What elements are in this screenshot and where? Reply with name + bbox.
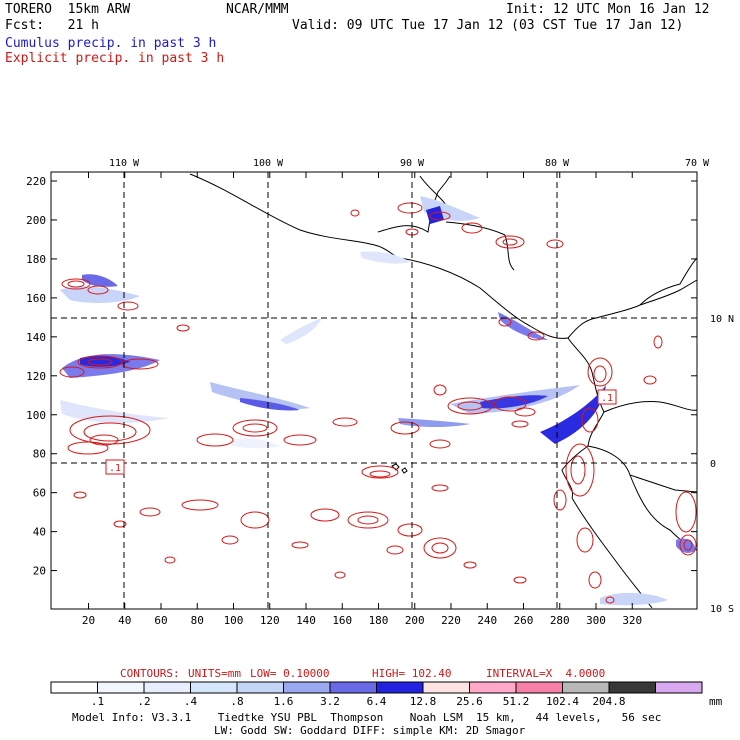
colorbar-swatch [655,681,703,694]
cumulus-precip-label: Cumulus precip. in past 3 h [5,36,217,51]
ecuador-coast [561,445,589,499]
y-tick-label: 120 [26,370,46,383]
contours-interval: INTERVAL=X 4.0000 [486,667,606,680]
colorbar-swatch [97,681,145,694]
x-tick-label: 300 [586,614,606,627]
valid-time: Valid: 09 UTC Tue 17 Jan 12 (03 CST Tue … [292,18,684,33]
colorbar-swatch [608,681,656,694]
colorbar-label: 25.6 [456,695,483,708]
x-tick-label: 160 [332,614,352,627]
colorbar-swatch [562,681,610,694]
model-info-line1: Model Info: V3.3.1 Tiedtke YSU PBL Thomp… [72,711,662,724]
colorbar-swatch [143,681,191,694]
y-tick-label: 20 [33,565,46,578]
latitude-label: 0 [710,459,716,470]
x-tick-label: 120 [260,614,280,627]
colorbar-label: .2 [137,695,150,708]
colorbar-unit: mm [709,695,723,708]
forecast-hour: Fcst: 21 h [5,18,99,33]
model-info-line2: LW: Godd SW: Goddard DIFF: simple KM: 2D… [214,724,526,737]
x-tick-label: 80 [191,614,204,627]
y-tick-label: 220 [26,175,46,188]
y-tick-label: 200 [26,214,46,227]
colorbar-swatch [469,681,517,694]
graticule [51,172,697,609]
x-tick-label: 320 [622,614,642,627]
x-tick-label: 180 [369,614,389,627]
colorbar-swatch [422,681,470,694]
contours-low: LOW= 0.10000 [250,667,330,680]
contour-label: .1 [109,463,121,474]
colombia-west-coast [567,337,605,447]
colorbar-swatch [283,681,331,694]
axis-ticks [51,172,697,609]
x-tick-label: 100 [224,614,244,627]
colorbar-label: 1.6 [274,695,294,708]
contour-labels: .1 .1 [109,393,613,474]
colorbar-label: .8 [230,695,243,708]
x-tick-label: 220 [441,614,461,627]
colorbar-label: 204.8 [592,695,625,708]
longitude-label: 90 W [400,158,425,169]
y-tick-label: 60 [33,487,46,500]
x-tick-label: 40 [118,614,131,627]
y-tick-label: 160 [26,292,46,305]
longitude-label: 110 W [109,158,140,169]
latitude-label: 10 S [710,604,734,615]
x-tick-label: 200 [405,614,425,627]
colorbar-label: 102.4 [546,695,579,708]
latitude-label: 10 N [710,314,734,325]
model-title: TORERO 15km ARW [5,2,131,17]
contour-label-boxes [105,389,617,475]
contours-label: CONTOURS: [120,667,180,680]
latitude-labels: 10 N 0 10 S [710,314,734,615]
colorbar-label: 6.4 [367,695,387,708]
mexico-coast [189,173,401,259]
y-tick-label: 80 [33,448,46,461]
y-tick-label: 40 [33,526,46,539]
colorbar-swatch [236,681,284,694]
y-tick-label: 180 [26,253,46,266]
colorbar-label: .1 [91,695,104,708]
x-axis-labels: 20 40 60 80 100 120 140 160 180 200 220 240 260 280 30… [82,614,642,627]
yucatan [419,175,447,206]
colorbar-swatch [329,681,377,694]
x-tick-label: 20 [82,614,95,627]
init-time: Init: 12 UTC Mon 16 Jan 12 [506,2,710,17]
colorbar-swatch [50,681,98,694]
x-tick-label: 140 [296,614,316,627]
y-tick-label: 140 [26,331,46,344]
longitude-label: 100 W [253,158,284,169]
contours-units: UNITS=mm [188,667,241,680]
y-axis-labels: 220 200 180 160 140 120 100 80 60 40 20 [26,175,46,578]
venezuela-coast [639,257,698,306]
x-tick-label: 260 [514,614,534,627]
explicit-precip-label: Explicit precip. in past 3 h [5,51,225,66]
colorbar-label: 51.2 [503,695,530,708]
colorbar-swatch [190,681,238,694]
organization-label: NCAR/MMM [226,2,289,17]
colorbar-label: 12.8 [410,695,437,708]
x-tick-label: 280 [550,614,570,627]
explicit-precip-contours [59,202,697,604]
colorbar-label: 3.2 [320,695,340,708]
x-tick-label: 60 [154,614,167,627]
longitude-label: 80 W [545,158,570,169]
colorbar-swatch [515,681,563,694]
x-tick-label: 240 [477,614,497,627]
colorbar-swatch [376,681,424,694]
colorbar-label: .4 [184,695,198,708]
contours-high: HIGH= 102.40 [372,667,452,680]
andes-border-1 [603,401,698,413]
panama-colombia [567,279,698,339]
longitude-label: 70 W [685,158,710,169]
colorbar: .1 .2 .4 .8 1.6 3.2 6.4 12.8 25.6 51.2 102.4 204.8 [50,681,703,708]
y-tick-label: 100 [26,409,46,422]
longitude-labels: 110 W 100 W 90 W 80 W 70 W [109,158,710,169]
central-america-south [399,257,569,339]
central-america-north [377,175,451,233]
cumulus-precip-shading [60,196,696,606]
contour-label: .1 [601,393,613,404]
